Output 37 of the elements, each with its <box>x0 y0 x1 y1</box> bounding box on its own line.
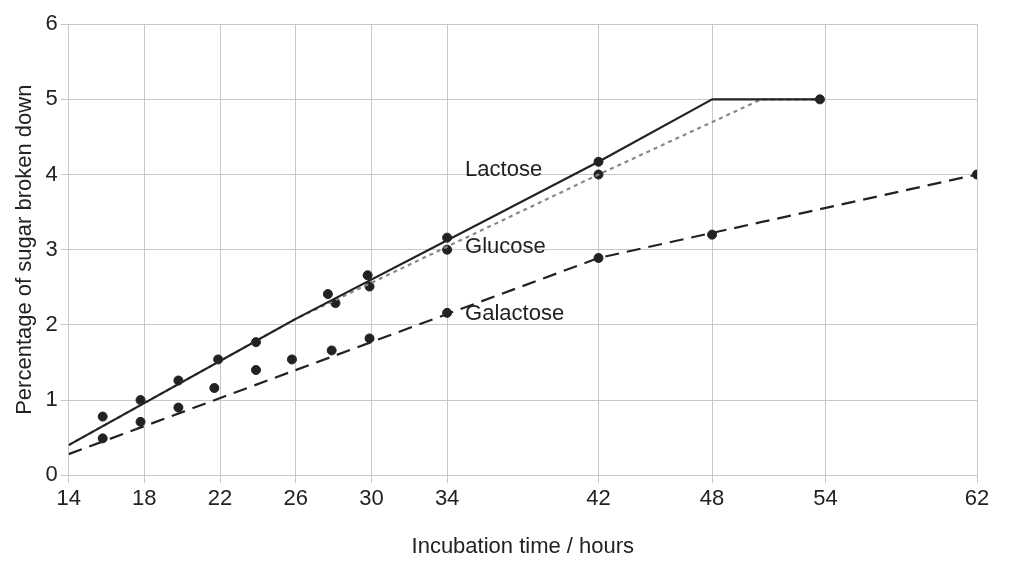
y-axis-title: Percentage of sugar broken down <box>11 84 37 415</box>
y-tick-label: 5 <box>45 85 58 111</box>
x-axis-title: Incubation time / hours <box>411 532 635 558</box>
x-tick-label: 18 <box>132 485 157 511</box>
point <box>209 383 220 394</box>
y-tick-label: 4 <box>45 160 58 186</box>
point <box>364 333 375 344</box>
point <box>97 411 108 422</box>
x-tick-label: 26 <box>283 485 308 511</box>
y-tick-label: 3 <box>45 235 58 261</box>
x-tick-label: 54 <box>813 485 838 511</box>
y-tick-label: 2 <box>45 310 58 336</box>
point <box>286 354 297 365</box>
x-tick-label: 42 <box>586 485 611 511</box>
y-tick-label: 0 <box>45 461 58 487</box>
series-label: Lactose <box>465 156 543 182</box>
point <box>362 270 373 281</box>
x-tick-label: 14 <box>56 485 81 511</box>
x-tick-label: 62 <box>964 485 990 511</box>
x-tick-label: 48 <box>699 485 725 511</box>
y-tick-label: 1 <box>45 386 58 412</box>
point <box>135 416 146 427</box>
point <box>326 345 337 356</box>
point <box>322 289 333 300</box>
x-tick-label: 30 <box>359 485 384 511</box>
point <box>97 433 108 444</box>
point <box>135 395 146 406</box>
point <box>814 94 825 105</box>
point <box>707 229 718 240</box>
point <box>593 252 604 263</box>
y-tick-label: 6 <box>45 10 58 36</box>
point <box>250 364 261 375</box>
point <box>173 402 184 413</box>
x-tick-label: 34 <box>434 485 460 511</box>
x-tick-label: 22 <box>207 485 233 511</box>
series-label: Glucose <box>465 232 546 258</box>
series-label: Galactose <box>465 300 565 326</box>
